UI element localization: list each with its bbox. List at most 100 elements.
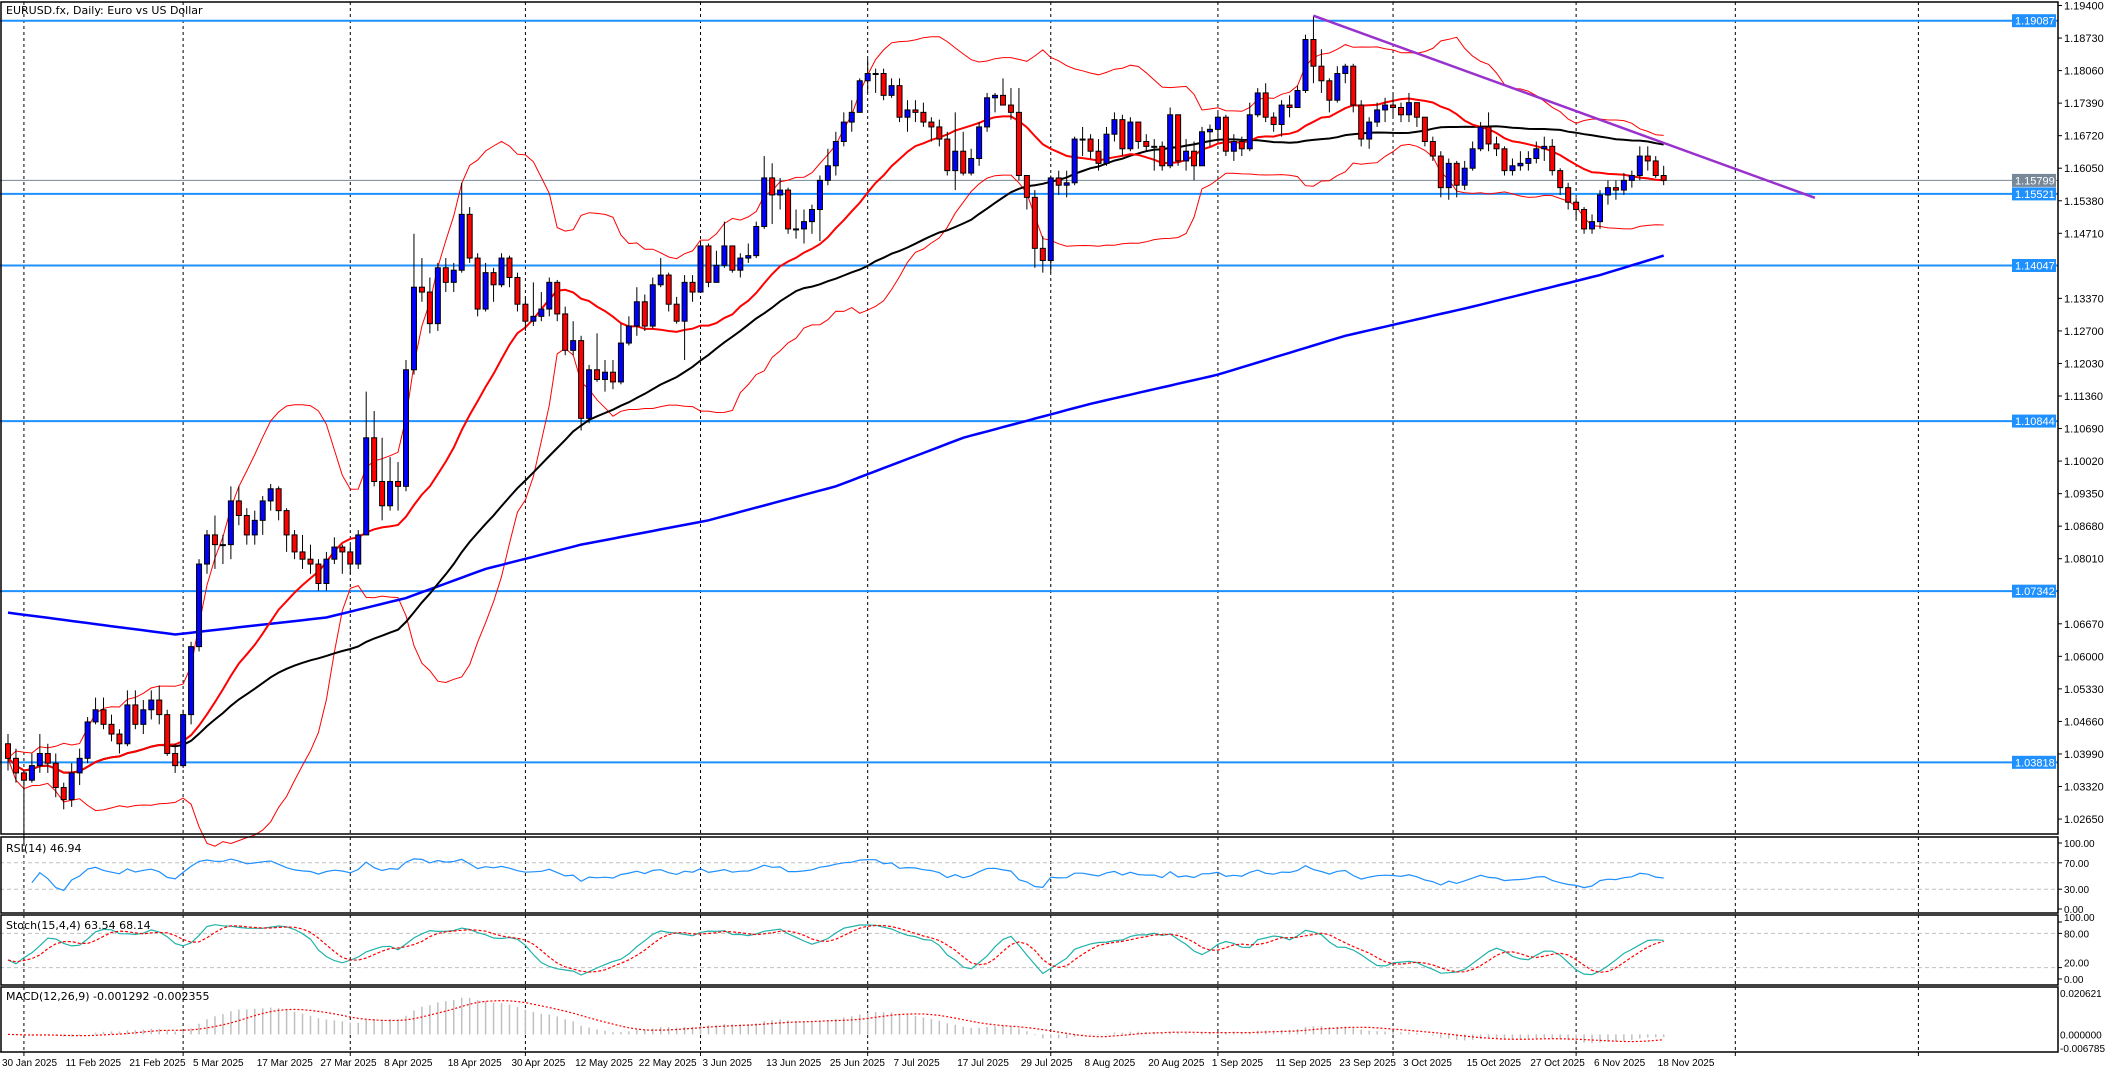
candle (1031, 190, 1038, 268)
candle (1509, 158, 1516, 176)
candle-body (1159, 145, 1166, 167)
candle-body (339, 546, 346, 553)
candle (1461, 160, 1468, 191)
candle (1143, 134, 1150, 152)
candle (148, 690, 155, 720)
candle (1374, 102, 1381, 127)
candle-body (1501, 148, 1508, 172)
candle (211, 515, 218, 569)
candle (673, 296, 680, 324)
candle-body (1597, 194, 1603, 223)
level-price-tag-bg (2012, 584, 2056, 598)
candle (1628, 170, 1635, 188)
candle (928, 117, 935, 142)
candle (379, 437, 386, 521)
candle (371, 411, 378, 487)
candle-body (403, 369, 409, 487)
candle (1589, 214, 1596, 234)
candle (1644, 146, 1651, 171)
candle (554, 279, 561, 322)
candle-body (442, 267, 449, 283)
candle (904, 100, 911, 132)
candle-body (872, 72, 879, 75)
time-axis[interactable]: 30 Jan 2025 11 Feb 2025 21 Feb 2025 5 Mar 2… (2, 1052, 1919, 1069)
candle-body (1135, 121, 1142, 142)
candle (848, 100, 855, 132)
candle-body (665, 274, 672, 305)
candle-body (355, 534, 362, 565)
candle-body (60, 786, 67, 801)
candle (1501, 146, 1508, 176)
ma-slow-line (7, 254, 1665, 636)
candle-body (1183, 150, 1190, 162)
candle-body (1206, 128, 1213, 133)
candle-body (1493, 143, 1500, 150)
candle-body (323, 558, 330, 584)
candle (1469, 141, 1476, 171)
candle (132, 690, 139, 730)
rsi-label: RSI(14) 46.94 (6, 842, 81, 855)
candle-body (410, 286, 417, 371)
candle (1095, 139, 1102, 171)
candle-body (1636, 155, 1643, 176)
candle (219, 534, 226, 565)
candle-body (235, 500, 242, 516)
x-tick-label: 21 Feb 2025 (129, 1058, 186, 1069)
trendline[interactable] (1313, 14, 1816, 200)
candle-body (1167, 114, 1174, 167)
candle-body (1517, 162, 1524, 167)
price-axis[interactable]: 1.19400 1.18730 1.18060 1.17390 1.16720 1.160… (2058, 1, 2105, 1056)
candle (1191, 141, 1198, 181)
candle (1023, 174, 1030, 210)
candle-body (1477, 126, 1484, 150)
candle-body (1628, 174, 1635, 181)
candle-body (1087, 138, 1094, 152)
candle (968, 148, 975, 176)
candle (466, 207, 473, 263)
candle-body (777, 189, 784, 196)
level-price-tag-bg (2012, 414, 2056, 428)
candle (1000, 78, 1006, 106)
candle-body (570, 340, 577, 351)
candle (1413, 102, 1420, 127)
candle (1302, 34, 1309, 93)
candle (116, 729, 123, 754)
candle (1477, 122, 1484, 152)
candle (609, 360, 616, 390)
y-tick-label: 1.18730 (2064, 33, 2104, 45)
candle (251, 510, 258, 545)
candle (156, 685, 163, 725)
candle-body (204, 534, 210, 565)
candle (832, 131, 839, 176)
candle (538, 292, 545, 322)
candle (713, 250, 720, 283)
candle-body (243, 514, 250, 536)
candle-body (164, 714, 171, 754)
y-tick-label: 1.05330 (2064, 684, 2104, 696)
x-tick-label: 15 Oct 2025 (1467, 1058, 1522, 1069)
candle-body (1604, 187, 1611, 196)
candle (482, 262, 489, 312)
candle-body (1453, 162, 1460, 186)
candle (1111, 112, 1118, 142)
candle (745, 243, 752, 263)
candle (1525, 151, 1532, 171)
candle (1183, 139, 1190, 171)
candle-body (832, 140, 839, 167)
y-tick-label: 1.03990 (2064, 749, 2104, 761)
candle-body (44, 752, 51, 764)
candle-body (219, 544, 226, 547)
candle-body (482, 272, 489, 310)
candle-body (1334, 72, 1341, 101)
x-tick-label: 3 Jun 2025 (702, 1058, 752, 1069)
candle (474, 253, 481, 317)
candle-body (1573, 201, 1580, 210)
candle-body (801, 221, 807, 230)
candle (506, 255, 513, 288)
x-tick-label: 5 Mar 2025 (193, 1058, 244, 1069)
horizontal-levels[interactable] (0, 19, 2058, 764)
candle-body (108, 723, 115, 735)
level-price-tag-bg (2012, 14, 2056, 28)
rsi-tick-label: 70.00 (2064, 859, 2089, 870)
